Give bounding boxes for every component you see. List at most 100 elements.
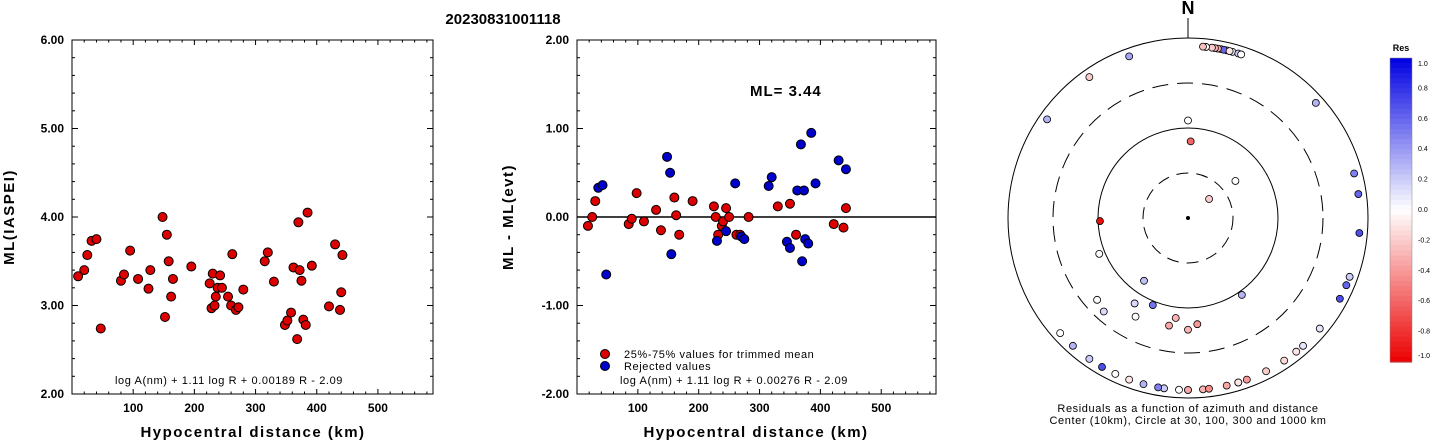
colorbar-segment: [1390, 270, 1412, 277]
colorbar-tick-label: 0.4: [1418, 146, 1428, 153]
ring-300km: [1052, 82, 1324, 354]
station-residual-marker: [1130, 299, 1139, 308]
colorbar-segment: [1390, 250, 1412, 257]
rejected-point: [810, 178, 821, 189]
rejected-point: [666, 249, 677, 260]
station-point: [119, 269, 130, 280]
station-residual-marker: [1125, 52, 1134, 61]
colorbar-tick-label: 0.8: [1418, 85, 1428, 92]
colorbar-segment: [1390, 215, 1412, 221]
station-point: [91, 234, 102, 245]
map-caption-line1: Residuals as a function of azimuth and d…: [1057, 403, 1318, 415]
colorbar-segment: [1390, 286, 1412, 292]
colorbar-segment: [1390, 68, 1412, 74]
colorbar-segment: [1390, 78, 1412, 84]
rejected-point: [833, 155, 844, 166]
colorbar-segment: [1390, 159, 1412, 165]
epicenter-marker: [1186, 216, 1190, 220]
station-point: [259, 256, 270, 267]
trimmed-point: [772, 201, 783, 212]
x-tick-label: 100: [628, 401, 648, 415]
colorbar-tick-label: 0.2: [1418, 177, 1428, 184]
colorbar-segment: [1390, 134, 1412, 140]
legend-marker-rejected: [600, 361, 610, 371]
colorbar-segment: [1390, 275, 1412, 282]
station-point: [163, 256, 174, 267]
station-residual-marker: [1093, 295, 1102, 304]
station-point: [227, 249, 238, 260]
colorbar-segment: [1390, 179, 1412, 186]
station-residual-marker: [1280, 356, 1289, 365]
station-residual-marker: [1199, 42, 1207, 51]
colorbar-segment: [1390, 83, 1412, 89]
trimmed-point: [631, 188, 642, 199]
station-point: [186, 261, 197, 272]
trimmed-point: [828, 219, 839, 230]
station-residual-marker: [1355, 229, 1364, 237]
station-residual-marker: [1342, 281, 1351, 290]
trimmed-point: [743, 212, 754, 222]
colorbar-tick-label: 1.0: [1418, 61, 1428, 68]
colorbar-segment: [1390, 326, 1412, 333]
trimmed-point: [655, 225, 666, 236]
station-point: [209, 300, 220, 311]
station-residual-marker: [1311, 99, 1320, 107]
colorbar-segment: [1390, 245, 1412, 252]
colorbar-segment: [1390, 118, 1412, 125]
station-residual-marker: [1125, 375, 1134, 384]
plot1-ylabel: ML(IASPEI): [1, 169, 18, 265]
station-point: [337, 250, 348, 261]
legend-label-trimmed: 25%-75% values for trimmed mean: [624, 349, 814, 361]
colorbar-segment: [1390, 154, 1412, 160]
trimmed-point: [674, 229, 685, 240]
rejected-point: [784, 242, 795, 253]
trimmed-point: [590, 196, 601, 207]
station-point: [95, 323, 106, 334]
station-residual-marker: [1354, 190, 1363, 198]
colorbar-segment: [1390, 58, 1412, 64]
station-residual-marker: [1154, 383, 1163, 392]
colorbar-segment: [1390, 194, 1412, 201]
colorbar-segment: [1390, 108, 1412, 115]
station-residual-marker: [1140, 276, 1148, 285]
azimuth-residual-map: N Residuals as a function of azimuth and…: [1007, 0, 1430, 427]
station-point: [167, 273, 178, 284]
station-point: [306, 260, 317, 271]
station-residual-marker: [1350, 169, 1359, 178]
station-residual-marker: [1111, 369, 1120, 378]
station-residual-marker: [1237, 291, 1246, 299]
station-residual-marker: [1099, 307, 1108, 316]
station-residual-marker: [1193, 320, 1202, 329]
station-residual-marker: [1171, 314, 1180, 322]
colorbar-segment: [1390, 265, 1412, 272]
x-tick-label: 300: [246, 401, 266, 415]
station-residual-marker: [1335, 294, 1344, 303]
y-tick-label: 4.00: [41, 210, 65, 224]
station-point: [286, 307, 297, 318]
colorbar-tick-label: -1.0: [1418, 353, 1430, 360]
rejected-point: [763, 181, 774, 192]
colorbar-segment: [1390, 291, 1412, 297]
y-tick-label: 5.00: [41, 122, 65, 136]
rejected-point: [665, 167, 676, 178]
rejected-point: [711, 235, 722, 246]
x-tick-label: 200: [689, 401, 709, 415]
station-point: [262, 247, 273, 258]
rejected-point: [840, 164, 851, 175]
trimmed-point: [582, 220, 593, 231]
station-point: [334, 304, 345, 315]
colorbar-segment: [1390, 280, 1412, 287]
colorbar-segment: [1390, 260, 1412, 267]
station-residual-marker: [1056, 329, 1065, 337]
trimmed-point: [724, 212, 735, 222]
station-residual-marker: [1043, 115, 1052, 124]
y-tick-label: 3.00: [41, 299, 65, 313]
figure-title: 20230831001118: [445, 11, 560, 28]
rejected-point: [662, 151, 673, 162]
colorbar-segment: [1390, 220, 1412, 226]
colorbar-segment: [1390, 204, 1412, 211]
colorbar-segment: [1390, 210, 1412, 216]
station-point: [160, 312, 171, 323]
colorbar-segment: [1390, 311, 1412, 317]
trimmed-point: [784, 198, 795, 209]
